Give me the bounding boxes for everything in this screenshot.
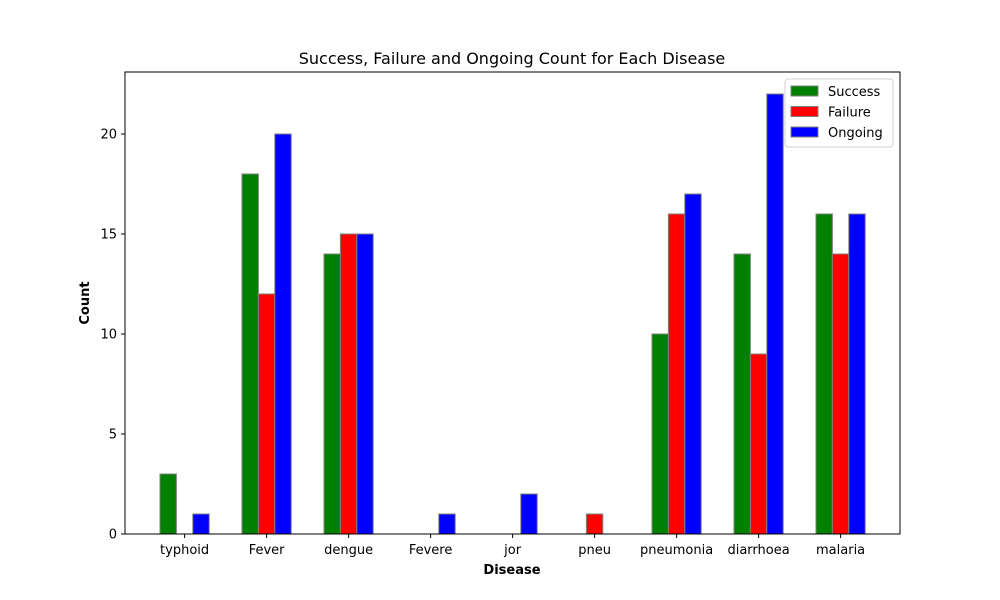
- bar-failure-pneu: [585, 513, 604, 535]
- legend: Success Failure Ongoing: [784, 78, 894, 148]
- bar-failure-pneumonia: [667, 213, 686, 535]
- y-tick-label: 0: [109, 528, 117, 543]
- y-tick-label: 20: [100, 128, 117, 143]
- legend-label-success: Success: [828, 85, 881, 100]
- y-axis-label: Count: [78, 281, 93, 324]
- bar-ongoing-malaria: [848, 213, 866, 535]
- y-tick-label: 15: [100, 228, 117, 243]
- bar-ongoing-pneumonia: [684, 193, 702, 535]
- x-tick-label: jor: [503, 543, 522, 558]
- bar-ongoing-jor: [520, 493, 538, 535]
- x-tick-label: diarrhoea: [727, 543, 789, 558]
- legend-label-failure: Failure: [828, 106, 871, 121]
- chart-title: Success, Failure and Ongoing Count for E…: [299, 49, 726, 68]
- bar-ongoing-diarrhoea: [766, 93, 784, 535]
- x-tick-label: dengue: [324, 543, 373, 558]
- bar-failure-malaria: [831, 253, 850, 535]
- x-axis: typhoid Fever dengue Fevere jor pneu pneumonia…: [160, 534, 865, 558]
- bar-ongoing-dengue: [356, 233, 374, 535]
- y-axis: 0 5 10 15 20: [100, 128, 125, 543]
- y-tick-label: 5: [109, 428, 117, 443]
- x-tick-label: pneumonia: [640, 543, 713, 558]
- legend-swatch-success: [790, 85, 819, 97]
- legend-swatch-ongoing: [790, 126, 819, 138]
- x-tick-label: malaria: [816, 543, 865, 558]
- x-tick-label: Fevere: [409, 543, 453, 558]
- bar-success-fever: [241, 173, 259, 535]
- x-tick-label: pneu: [578, 543, 611, 558]
- bar-success-pneumonia: [651, 333, 669, 535]
- bar-failure-fever: [257, 293, 276, 535]
- x-axis-label: Disease: [483, 563, 540, 578]
- bar-failure-dengue: [339, 233, 358, 535]
- plot-frame: [124, 71, 901, 535]
- bar-ongoing-fevere: [438, 513, 456, 535]
- bar-ongoing-fever: [274, 133, 292, 535]
- x-tick-label: typhoid: [160, 543, 209, 558]
- bar-success-dengue: [323, 253, 341, 535]
- bar-success-malaria: [815, 213, 833, 535]
- bar-failure-diarrhoea: [749, 353, 768, 535]
- x-tick-label: Fever: [249, 543, 285, 558]
- legend-swatch-failure: [790, 106, 819, 117]
- bar-ongoing-typhoid: [192, 513, 210, 535]
- bar-success-diarrhoea: [733, 253, 751, 535]
- bars-layer: [159, 93, 866, 535]
- legend-label-ongoing: Ongoing: [828, 126, 883, 141]
- y-tick-label: 10: [100, 328, 117, 343]
- bar-success-typhoid: [159, 473, 177, 535]
